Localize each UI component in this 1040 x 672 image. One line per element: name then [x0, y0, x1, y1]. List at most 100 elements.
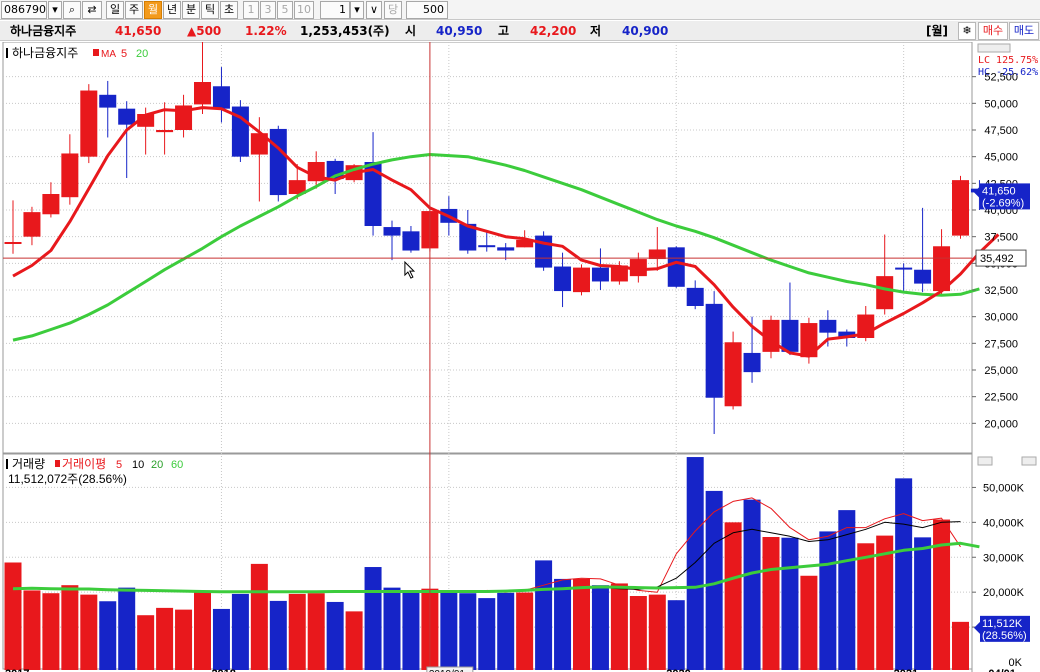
- candle-body: [781, 319, 799, 352]
- period-indicator: [월]: [926, 24, 949, 38]
- volume-bar: [838, 510, 856, 670]
- candle-body: [156, 130, 174, 133]
- toolbar: 086790 ▾ ⌕ ⇄ 일 주 월 년 분 틱 초 1 3 5 10 1 ▾ …: [0, 0, 1040, 20]
- refresh-button[interactable]: ⇄: [82, 1, 102, 19]
- candle-body: [554, 266, 572, 292]
- period-tick[interactable]: 틱: [201, 1, 219, 19]
- current-volume-change-label: (28.56%): [982, 630, 1027, 642]
- multiplier-dropdown[interactable]: ▾: [350, 1, 364, 19]
- volume-bar: [307, 593, 325, 670]
- period-month[interactable]: 월: [144, 1, 162, 19]
- volume-bar: [345, 611, 363, 670]
- crosshair-value-box: [975, 249, 1027, 267]
- period-day[interactable]: 일: [106, 1, 124, 19]
- volume-bar: [705, 490, 723, 670]
- candle-body: [516, 239, 534, 248]
- interval-1[interactable]: 1: [243, 1, 259, 19]
- interval-5[interactable]: 5: [277, 1, 293, 19]
- sell-button[interactable]: 매도: [1009, 22, 1039, 40]
- code-input[interactable]: 086790: [1, 1, 47, 19]
- price-tick-label: 37,500: [984, 232, 1018, 244]
- volume-ma-legend-60: 60: [171, 459, 183, 471]
- volume-bar: [516, 592, 534, 670]
- year-label: 2017: [5, 668, 29, 672]
- multiplier-down-button[interactable]: ∨: [366, 1, 382, 19]
- volume-bar: [4, 562, 22, 670]
- period-year[interactable]: 년: [163, 1, 181, 19]
- candle-body: [459, 223, 477, 251]
- candle-body: [118, 108, 136, 125]
- year-label: 2020: [666, 668, 690, 672]
- period-minute[interactable]: 분: [182, 1, 200, 19]
- volume-bar: [42, 593, 60, 670]
- volume-maximize-icon: [1021, 456, 1037, 466]
- buy-button[interactable]: 매수: [978, 22, 1008, 40]
- volume-bar: [591, 585, 609, 670]
- volume-bar: [459, 593, 477, 670]
- candle-body: [914, 269, 932, 284]
- change-percent: 1.22%: [245, 24, 287, 38]
- trade-volume: 1,253,453(주): [300, 24, 390, 38]
- open-price: 40,950: [436, 24, 483, 38]
- chart-labels: 하나금융지주 MA 5 20 거래량 거래이평 5 10 20 60 11,512,072주(28.…: [3, 42, 1016, 672]
- candle-body: [497, 247, 515, 251]
- volume-bar: [137, 615, 155, 670]
- volume-bar: [535, 560, 553, 670]
- volume-bar: [914, 537, 932, 670]
- volume-bar: [99, 601, 117, 670]
- code-dropdown-button[interactable]: ▾: [48, 1, 62, 19]
- stock-name: 하나금융지주: [10, 24, 77, 38]
- volume-bar: [554, 578, 572, 670]
- search-button[interactable]: ⌕: [63, 1, 81, 19]
- current-volume-marker: [974, 621, 980, 634]
- low-label: 저: [590, 24, 602, 38]
- price-tick-label: 32,500: [984, 285, 1018, 297]
- ma5-line: [12, 106, 1000, 358]
- volume-bar: [952, 621, 969, 670]
- volume-ma-legend-5: 5: [116, 459, 122, 471]
- settings-button[interactable]: ❄: [958, 22, 976, 40]
- volume-bar: [573, 578, 590, 670]
- interval-10[interactable]: 10: [294, 1, 314, 19]
- price-change: ▲500: [187, 24, 222, 38]
- volume-title-marker: [6, 459, 8, 469]
- price-tick-label: 45,000: [984, 152, 1018, 164]
- volume-bar: [857, 543, 875, 670]
- period-week[interactable]: 주: [125, 1, 143, 19]
- candle-body: [573, 267, 590, 293]
- volume-bar: [402, 591, 420, 670]
- volume-bar: [743, 499, 761, 670]
- current-price-change-label: (-2.69%): [982, 197, 1024, 209]
- volume-bar: [288, 593, 306, 670]
- candle-body: [705, 303, 723, 398]
- count-input[interactable]: 500: [406, 1, 448, 19]
- lc-label: LC 125.75%: [978, 55, 1038, 66]
- interval-3[interactable]: 3: [260, 1, 276, 19]
- volume-tick-label: 20,000K: [983, 587, 1025, 599]
- price-title-marker: [6, 48, 8, 58]
- mouse-cursor-icon: [404, 260, 416, 279]
- crosshair-value-label: 35,492: [980, 253, 1014, 265]
- year-label: 2021: [894, 668, 918, 672]
- period-second[interactable]: 초: [220, 1, 238, 19]
- candle-body: [99, 94, 117, 108]
- volume-bar: [383, 587, 401, 670]
- candle-body: [250, 133, 268, 155]
- candle-body: [895, 267, 913, 270]
- price-tick-label: 30,000: [984, 312, 1018, 324]
- candle-body: [743, 352, 761, 373]
- volume-bar: [800, 575, 818, 670]
- ma-legend-swatch: [93, 49, 99, 56]
- axis-mode-icon: [977, 43, 1011, 53]
- day-button[interactable]: 당: [384, 1, 402, 19]
- volume-bar: [175, 609, 193, 670]
- candle-body: [383, 227, 401, 236]
- multiplier-input[interactable]: 1: [320, 1, 350, 19]
- ma5-legend: 5: [121, 48, 127, 60]
- volume-axis-icon: [977, 456, 993, 466]
- volume-tick-label: 40,000K: [983, 517, 1025, 529]
- candle-body: [610, 265, 628, 282]
- stock-chart[interactable]: 20,00022,50025,00027,50030,00032,50035,0…: [0, 42, 1040, 672]
- candle-body: [819, 319, 837, 333]
- candle-body: [800, 323, 818, 358]
